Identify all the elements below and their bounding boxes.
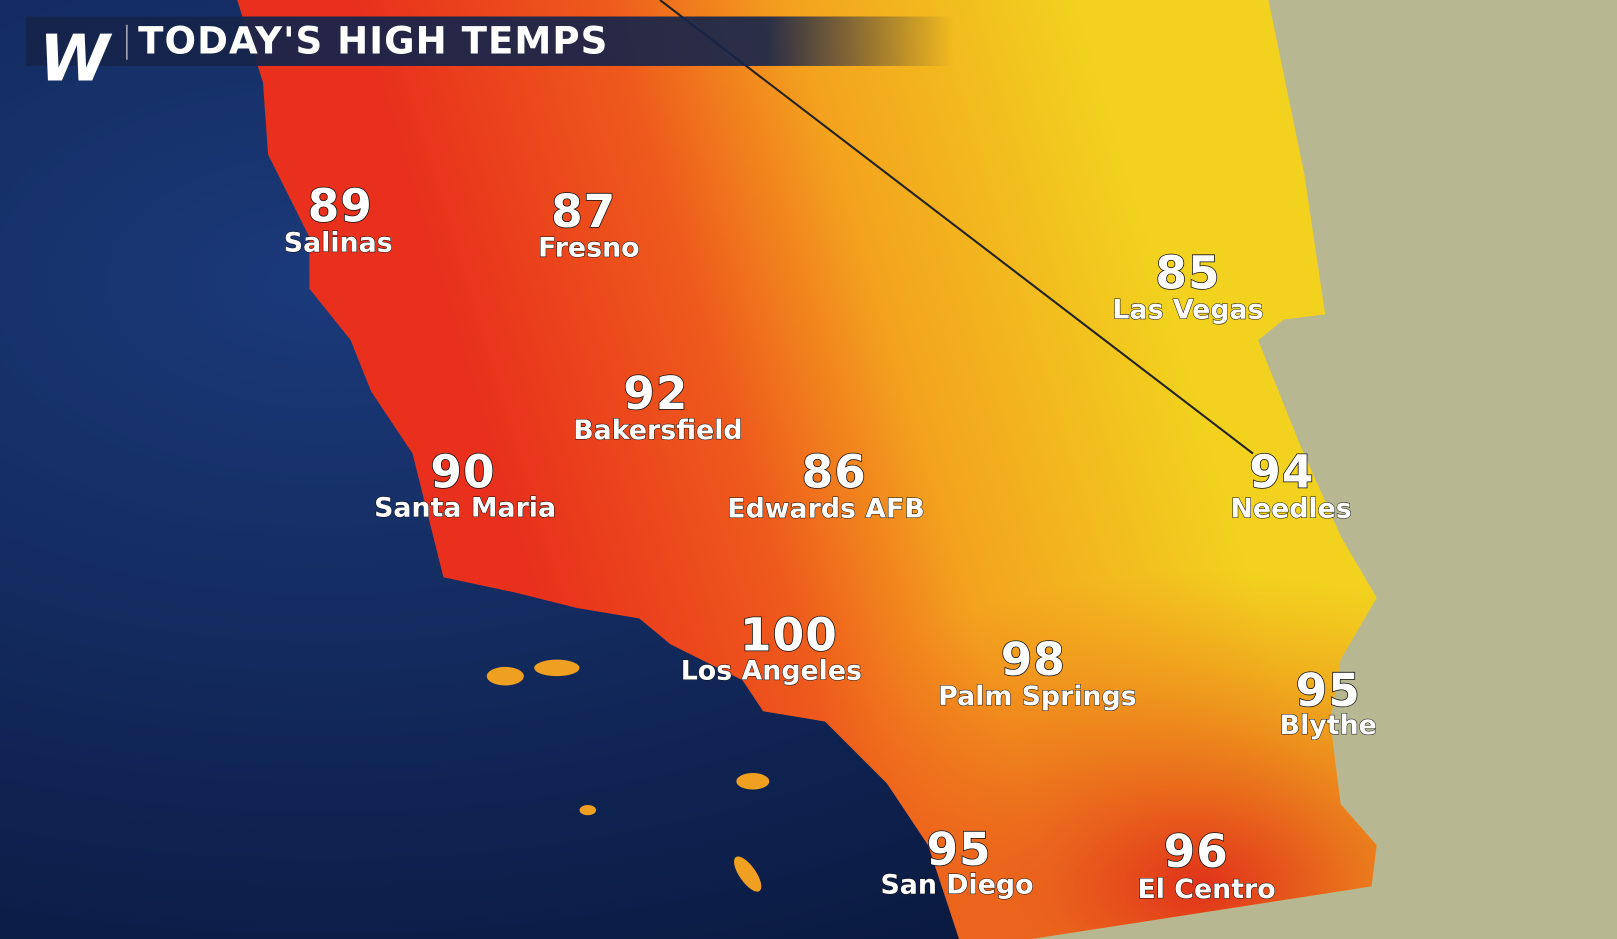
weathernation-logo: W — [39, 22, 113, 96]
title-banner — [25, 16, 954, 66]
city-temperature: 86 — [802, 446, 867, 499]
ca-nv-border — [659, 0, 1254, 455]
city-name: Fresno — [538, 233, 639, 264]
city-name: El Centro — [1137, 874, 1275, 905]
city-name: Edwards AFB — [727, 493, 925, 524]
city-temperature: 92 — [623, 367, 688, 420]
city-temperature: 95 — [1296, 664, 1361, 717]
city-temperature: 95 — [926, 823, 991, 876]
city-name: Bakersfield — [573, 415, 742, 446]
city-name: Salinas — [284, 228, 393, 259]
city-name: Needles — [1230, 493, 1351, 524]
city-temperature: 100 — [740, 608, 838, 661]
city-temperature: 96 — [1164, 825, 1229, 878]
city-name: Palm Springs — [938, 681, 1137, 712]
city-temperature: 87 — [551, 185, 616, 238]
city-name: San Diego — [880, 870, 1033, 901]
city-temperature: 90 — [430, 446, 495, 499]
city-temperature: 98 — [1001, 633, 1066, 686]
page-title: TODAY'S HIGH TEMPS — [138, 20, 608, 63]
city-temperature: 89 — [308, 180, 373, 233]
channel-islands — [486, 659, 770, 892]
city-name: Blythe — [1280, 710, 1377, 741]
southern-heat-overlay — [577, 412, 1377, 939]
city-name: Santa Maria — [374, 492, 556, 523]
city-temperature: 85 — [1155, 247, 1220, 300]
city-name: Los Angeles — [681, 655, 862, 686]
city-temperature: 94 — [1249, 446, 1314, 499]
city-name: Las Vegas — [1112, 295, 1263, 326]
